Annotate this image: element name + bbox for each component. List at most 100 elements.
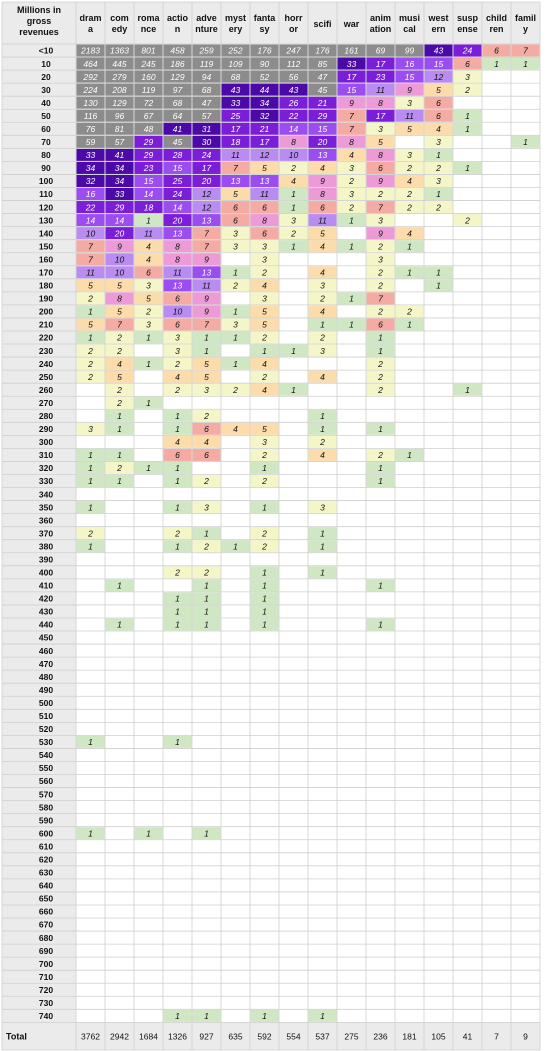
cell-value: 1 [436, 281, 441, 291]
heatmap-cell [395, 201, 424, 214]
cell-value: 2 [87, 346, 93, 356]
cell-value: 3 [291, 215, 296, 225]
cell-value: 2 [406, 202, 412, 212]
column-header-adventure: adve nture [195, 13, 218, 34]
cell-value: 45 [173, 137, 183, 147]
heatmap-cell [366, 305, 395, 318]
cell-value: 5 [436, 85, 441, 95]
cell-value: 160 [141, 72, 155, 82]
heatmap-cell [424, 148, 453, 161]
row-label: 160 [39, 254, 53, 264]
row-label: 200 [39, 307, 53, 317]
cell-value: 2 [232, 385, 238, 395]
heatmap-cell [163, 357, 192, 370]
heatmap-cell [105, 187, 134, 201]
cell-value: 1 [204, 607, 209, 617]
total-value: 554 [286, 1031, 300, 1041]
cell-value: 29 [114, 202, 125, 212]
heatmap-cell [134, 240, 163, 253]
cell-value: 90 [260, 59, 270, 69]
row-label: 20 [41, 72, 51, 82]
heatmap-cell [337, 240, 366, 253]
cell-value: 20 [172, 215, 183, 225]
cell-value: 1 [407, 450, 412, 460]
cell-value: 2 [290, 163, 296, 173]
heatmap-cell [395, 83, 424, 96]
heatmap-cell [366, 461, 395, 474]
heatmap-cell [105, 227, 134, 240]
row-label: 490 [39, 685, 53, 695]
heatmap-cell [105, 474, 134, 488]
heatmap-cell [395, 266, 424, 279]
heatmap-cell [279, 214, 308, 227]
heatmap-cell [395, 161, 424, 174]
heatmap-cell [76, 148, 105, 161]
row-label: 610 [39, 841, 53, 851]
cell-value: 1 [407, 241, 412, 251]
heatmap-cell [105, 96, 134, 109]
cell-value: 109 [228, 59, 242, 69]
heatmap-cell [192, 305, 221, 318]
cell-value: 96 [115, 111, 125, 121]
heatmap-cell [308, 161, 337, 174]
cell-value: 458 [170, 46, 184, 56]
row-label: 270 [39, 398, 53, 408]
cell-value: 3 [204, 385, 209, 395]
cell-value: 129 [112, 98, 126, 108]
cell-value: 1 [204, 333, 209, 343]
heatmap-cell [308, 540, 337, 553]
heatmap-cell [453, 44, 482, 57]
heatmap-cell [134, 57, 163, 70]
row-label: 730 [39, 998, 53, 1008]
heatmap-cell [76, 240, 105, 253]
heatmap-cell [192, 357, 221, 370]
cell-value: 16 [86, 189, 96, 199]
row-label: 470 [39, 659, 53, 669]
heatmap-cell [395, 318, 424, 331]
cell-value: 2 [377, 450, 383, 460]
row-label: 600 [39, 828, 53, 838]
heatmap-cell [105, 461, 134, 474]
heatmap-cell [192, 201, 221, 214]
row-label: 170 [39, 267, 53, 277]
heatmap-cell [250, 70, 279, 83]
cell-value: 2 [203, 411, 209, 421]
cell-value: 4 [204, 437, 209, 447]
row-label: 150 [39, 241, 53, 251]
heatmap-cell [250, 279, 279, 292]
heatmap-cell [192, 57, 221, 70]
cell-value: 15 [318, 124, 328, 134]
heatmap-cell [308, 448, 337, 461]
cell-value: 1 [204, 581, 209, 591]
heatmap-cell [279, 174, 308, 187]
row-label: 440 [39, 620, 53, 630]
heatmap-cell [366, 83, 395, 96]
cell-value: 1 [175, 476, 180, 486]
cell-value: 2 [377, 307, 383, 317]
cell-value: 31 [202, 124, 212, 134]
cell-value: 5 [407, 124, 412, 134]
heatmap-cell [105, 253, 134, 266]
cell-value: 24 [201, 150, 212, 160]
heatmap-cell [105, 70, 134, 83]
cell-value: 15 [173, 163, 183, 173]
cell-value: 5 [262, 307, 267, 317]
cell-value: 1 [175, 541, 180, 551]
row-label: 430 [39, 607, 53, 617]
heatmap-cell [163, 70, 192, 83]
cell-value: 1 [262, 1011, 267, 1021]
heatmap-cell [221, 109, 250, 122]
heatmap-cell [221, 279, 250, 292]
cell-value: 4 [233, 424, 238, 434]
heatmap-cell [192, 409, 221, 422]
heatmap-cell [105, 109, 134, 122]
cell-value: 3 [349, 189, 354, 199]
row-label: 330 [39, 476, 53, 486]
heatmap-cell [221, 57, 250, 70]
cell-value: 1 [117, 450, 122, 460]
row-label: 30 [41, 85, 51, 95]
cell-value: 4 [349, 150, 354, 160]
row-label: 410 [39, 581, 53, 591]
cell-value: 21 [259, 124, 270, 134]
cell-value: 129 [170, 72, 184, 82]
